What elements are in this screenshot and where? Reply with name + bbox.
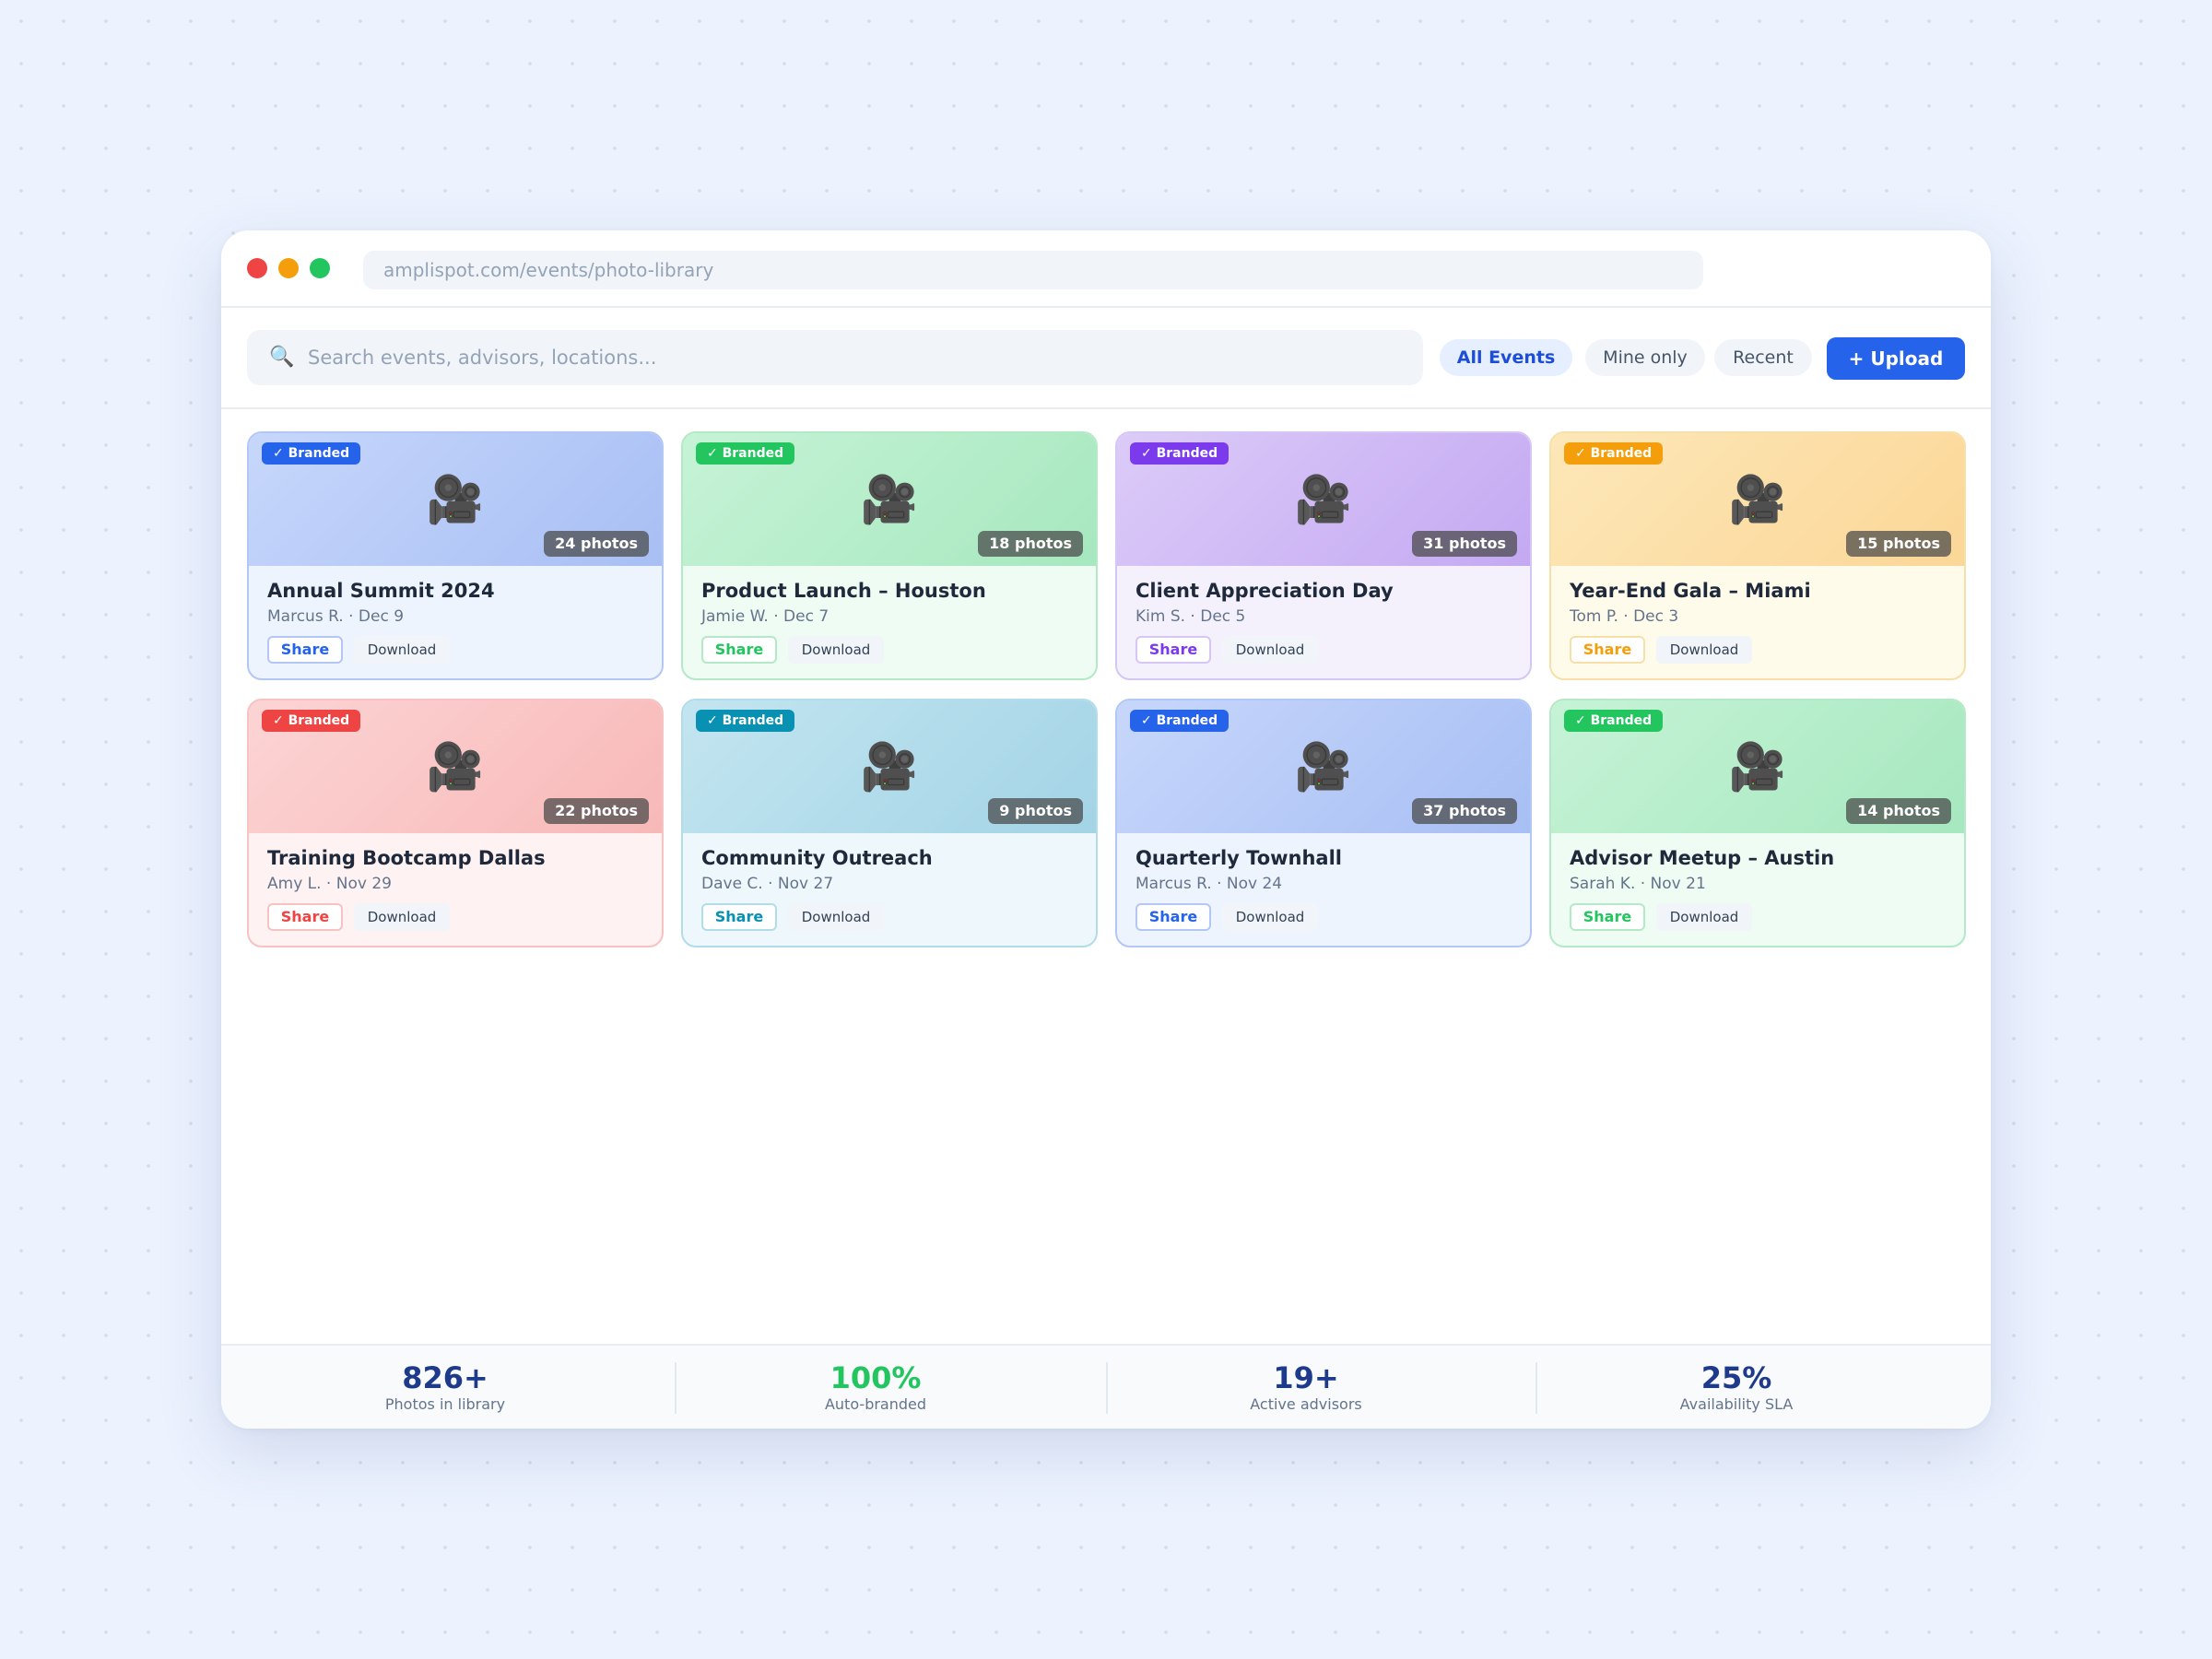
download-button[interactable]: Download bbox=[788, 636, 884, 664]
close-window-button[interactable] bbox=[247, 258, 267, 278]
movie-camera-icon: 🎥 bbox=[249, 737, 662, 796]
share-button[interactable]: Share bbox=[267, 903, 343, 931]
movie-camera-icon: 🎥 bbox=[683, 470, 1096, 529]
movie-camera-icon: 🎥 bbox=[1551, 470, 1964, 529]
filter-recent[interactable]: Recent bbox=[1714, 339, 1812, 376]
event-card[interactable]: 🎥 ✓ Branded 18 photos Product Launch – Hous… bbox=[681, 431, 1098, 680]
share-button[interactable]: Share bbox=[1570, 636, 1645, 664]
download-button[interactable]: Download bbox=[354, 903, 450, 931]
search-placeholder: Search events, advisors, locations... bbox=[308, 330, 656, 385]
event-thumbnail[interactable]: 🎥 ✓ Branded 18 photos bbox=[683, 433, 1096, 566]
stat-label: Photos in library bbox=[230, 1395, 660, 1414]
event-title: Advisor Meetup – Austin bbox=[1570, 846, 1834, 870]
movie-camera-icon: 🎥 bbox=[1117, 737, 1530, 796]
share-button[interactable]: Share bbox=[701, 636, 777, 664]
download-button[interactable]: Download bbox=[354, 636, 450, 664]
branded-badge: ✓ Branded bbox=[1564, 442, 1663, 465]
toolbar: 🔍 Search events, advisors, locations... … bbox=[221, 308, 1991, 409]
event-thumbnail[interactable]: 🎥 ✓ Branded 15 photos bbox=[1551, 433, 1964, 566]
photo-count-badge: 37 photos bbox=[1412, 798, 1517, 824]
event-title: Quarterly Townhall bbox=[1135, 846, 1342, 870]
photo-count-badge: 15 photos bbox=[1846, 531, 1951, 557]
photo-count-badge: 24 photos bbox=[544, 531, 649, 557]
search-icon: 🔍 bbox=[269, 345, 294, 371]
branded-badge: ✓ Branded bbox=[1130, 442, 1229, 465]
stats-bar: 826+ Photos in library 100% Auto-branded… bbox=[221, 1344, 1991, 1429]
event-meta: Marcus R. · Dec 9 bbox=[267, 606, 404, 627]
stat-value: 826+ bbox=[230, 1360, 660, 1395]
download-button[interactable]: Download bbox=[1656, 903, 1752, 931]
stat-value: 19+ bbox=[1091, 1360, 1521, 1395]
event-title: Client Appreciation Day bbox=[1135, 579, 1394, 603]
minimize-window-button[interactable] bbox=[278, 258, 299, 278]
photo-count-badge: 31 photos bbox=[1412, 531, 1517, 557]
branded-badge: ✓ Branded bbox=[1564, 710, 1663, 732]
event-card[interactable]: 🎥 ✓ Branded 22 photos Training Bootcamp Dal… bbox=[247, 699, 664, 947]
stat-photos-in-library: 826+ Photos in library bbox=[230, 1346, 660, 1429]
branded-badge: ✓ Branded bbox=[262, 442, 360, 465]
event-meta: Kim S. · Dec 5 bbox=[1135, 606, 1245, 627]
event-meta: Amy L. · Nov 29 bbox=[267, 874, 392, 894]
event-card[interactable]: 🎥 ✓ Branded 31 photos Client Appreciation D… bbox=[1115, 431, 1532, 680]
event-meta: Marcus R. · Nov 24 bbox=[1135, 874, 1282, 894]
filter-mine-only[interactable]: Mine only bbox=[1585, 339, 1705, 376]
branded-badge: ✓ Branded bbox=[1130, 710, 1229, 732]
filter-all-events[interactable]: All Events bbox=[1440, 339, 1572, 376]
maximize-window-button[interactable] bbox=[310, 258, 330, 278]
event-title: Product Launch – Houston bbox=[701, 579, 986, 603]
photo-count-badge: 9 photos bbox=[988, 798, 1083, 824]
branded-badge: ✓ Branded bbox=[696, 442, 794, 465]
share-button[interactable]: Share bbox=[1570, 903, 1645, 931]
event-card[interactable]: 🎥 ✓ Branded 9 photos Community Outreach Dave… bbox=[681, 699, 1098, 947]
event-meta: Sarah K. · Nov 21 bbox=[1570, 874, 1706, 894]
download-button[interactable]: Download bbox=[788, 903, 884, 931]
event-title: Year-End Gala – Miami bbox=[1570, 579, 1811, 603]
event-thumbnail[interactable]: 🎥 ✓ Branded 37 photos bbox=[1117, 700, 1530, 833]
share-button[interactable]: Share bbox=[701, 903, 777, 931]
movie-camera-icon: 🎥 bbox=[249, 470, 662, 529]
stat-label: Active advisors bbox=[1091, 1395, 1521, 1414]
address-bar[interactable]: amplispot.com/events/photo-library bbox=[363, 251, 1703, 289]
stat-label: Auto-branded bbox=[661, 1395, 1090, 1414]
branded-badge: ✓ Branded bbox=[696, 710, 794, 732]
photo-count-badge: 22 photos bbox=[544, 798, 649, 824]
stat-active-advisors: 19+ Active advisors bbox=[1091, 1346, 1521, 1429]
event-card[interactable]: 🎥 ✓ Branded 14 photos Advisor Meetup – Aust… bbox=[1549, 699, 1966, 947]
branded-badge: ✓ Branded bbox=[262, 710, 360, 732]
movie-camera-icon: 🎥 bbox=[1551, 737, 1964, 796]
upload-button[interactable]: + Upload bbox=[1827, 337, 1965, 380]
download-button[interactable]: Download bbox=[1656, 636, 1752, 664]
event-title: Annual Summit 2024 bbox=[267, 579, 495, 603]
event-card[interactable]: 🎥 ✓ Branded 24 photos Annual Summit 2024 Mar… bbox=[247, 431, 664, 680]
event-card[interactable]: 🎥 ✓ Branded 37 photos Quarterly Townhall Mar… bbox=[1115, 699, 1532, 947]
download-button[interactable]: Download bbox=[1222, 636, 1318, 664]
event-thumbnail[interactable]: 🎥 ✓ Branded 14 photos bbox=[1551, 700, 1964, 833]
event-card[interactable]: 🎥 ✓ Branded 15 photos Year-End Gala – Miami… bbox=[1549, 431, 1966, 680]
event-meta: Dave C. · Nov 27 bbox=[701, 874, 833, 894]
share-button[interactable]: Share bbox=[1135, 636, 1211, 664]
event-meta: Jamie W. · Dec 7 bbox=[701, 606, 829, 627]
stat-value: 25% bbox=[1522, 1360, 1951, 1395]
event-title: Community Outreach bbox=[701, 846, 933, 870]
stat-label: Availability SLA bbox=[1522, 1395, 1951, 1414]
share-button[interactable]: Share bbox=[1135, 903, 1211, 931]
event-thumbnail[interactable]: 🎥 ✓ Branded 22 photos bbox=[249, 700, 662, 833]
event-title: Training Bootcamp Dallas bbox=[267, 846, 546, 870]
event-thumbnail[interactable]: 🎥 ✓ Branded 9 photos bbox=[683, 700, 1096, 833]
movie-camera-icon: 🎥 bbox=[1117, 470, 1530, 529]
stat-value: 100% bbox=[661, 1360, 1090, 1395]
event-thumbnail[interactable]: 🎥 ✓ Branded 24 photos bbox=[249, 433, 662, 566]
stat-availability-sla: 25% Availability SLA bbox=[1522, 1346, 1951, 1429]
search-input[interactable]: 🔍 Search events, advisors, locations... bbox=[247, 330, 1423, 385]
movie-camera-icon: 🎥 bbox=[683, 737, 1096, 796]
photo-count-badge: 18 photos bbox=[978, 531, 1083, 557]
event-thumbnail[interactable]: 🎥 ✓ Branded 31 photos bbox=[1117, 433, 1530, 566]
browser-window: amplispot.com/events/photo-library 🔍 Sea… bbox=[221, 230, 1991, 1429]
event-meta: Tom P. · Dec 3 bbox=[1570, 606, 1678, 627]
stat-auto-branded: 100% Auto-branded bbox=[661, 1346, 1090, 1429]
photo-count-badge: 14 photos bbox=[1846, 798, 1951, 824]
share-button[interactable]: Share bbox=[267, 636, 343, 664]
download-button[interactable]: Download bbox=[1222, 903, 1318, 931]
title-bar: amplispot.com/events/photo-library bbox=[221, 230, 1991, 308]
